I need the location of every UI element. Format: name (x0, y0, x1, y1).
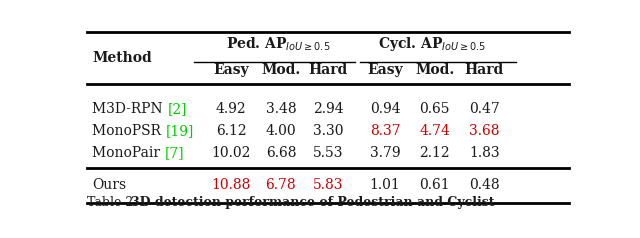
Text: 0.47: 0.47 (469, 102, 500, 116)
Text: 0.65: 0.65 (419, 102, 450, 116)
Text: 6.78: 6.78 (266, 178, 296, 192)
Text: Easy: Easy (213, 63, 249, 77)
Text: 8.37: 8.37 (370, 124, 401, 138)
Text: Table 2.: Table 2. (88, 196, 145, 208)
Text: 5.53: 5.53 (313, 146, 343, 160)
Text: 4.92: 4.92 (216, 102, 246, 116)
Text: 3.68: 3.68 (469, 124, 499, 138)
Text: 3.30: 3.30 (313, 124, 343, 138)
Text: 3D detection performance of Pedestrian and Cyclist: 3D detection performance of Pedestrian a… (131, 196, 495, 208)
Text: 1.01: 1.01 (370, 178, 401, 192)
Text: 10.88: 10.88 (212, 178, 251, 192)
Text: Hard: Hard (465, 63, 504, 77)
Text: Method: Method (92, 51, 152, 65)
Text: Mod.: Mod. (415, 63, 454, 77)
Text: 2.94: 2.94 (313, 102, 343, 116)
Text: 4.74: 4.74 (419, 124, 450, 138)
Text: 4.00: 4.00 (266, 124, 296, 138)
Text: 3.48: 3.48 (266, 102, 296, 116)
Text: [7]: [7] (165, 146, 184, 160)
Text: Easy: Easy (367, 63, 403, 77)
Text: 1.83: 1.83 (469, 146, 500, 160)
Text: 5.83: 5.83 (313, 178, 343, 192)
Text: 6.68: 6.68 (266, 146, 296, 160)
Text: 0.61: 0.61 (419, 178, 450, 192)
Text: 2.12: 2.12 (419, 146, 450, 160)
Text: Ped. AP$_{\mathit{IoU}\geq0.5}$: Ped. AP$_{\mathit{IoU}\geq0.5}$ (226, 35, 331, 53)
Text: Ours: Ours (92, 178, 127, 192)
Text: [19]: [19] (166, 124, 194, 138)
Text: Mod.: Mod. (261, 63, 301, 77)
Text: Hard: Hard (308, 63, 348, 77)
Text: MonoPSR: MonoPSR (92, 124, 166, 138)
Text: 6.12: 6.12 (216, 124, 246, 138)
Text: M3D-RPN: M3D-RPN (92, 102, 168, 116)
Text: [2]: [2] (168, 102, 187, 116)
Text: 3.79: 3.79 (370, 146, 401, 160)
Text: Cycl. AP$_{\mathit{IoU}\geq0.5}$: Cycl. AP$_{\mathit{IoU}\geq0.5}$ (378, 35, 486, 53)
Text: 0.48: 0.48 (469, 178, 500, 192)
Text: MonoPair: MonoPair (92, 146, 165, 160)
Text: 10.02: 10.02 (212, 146, 251, 160)
Text: 0.94: 0.94 (370, 102, 401, 116)
